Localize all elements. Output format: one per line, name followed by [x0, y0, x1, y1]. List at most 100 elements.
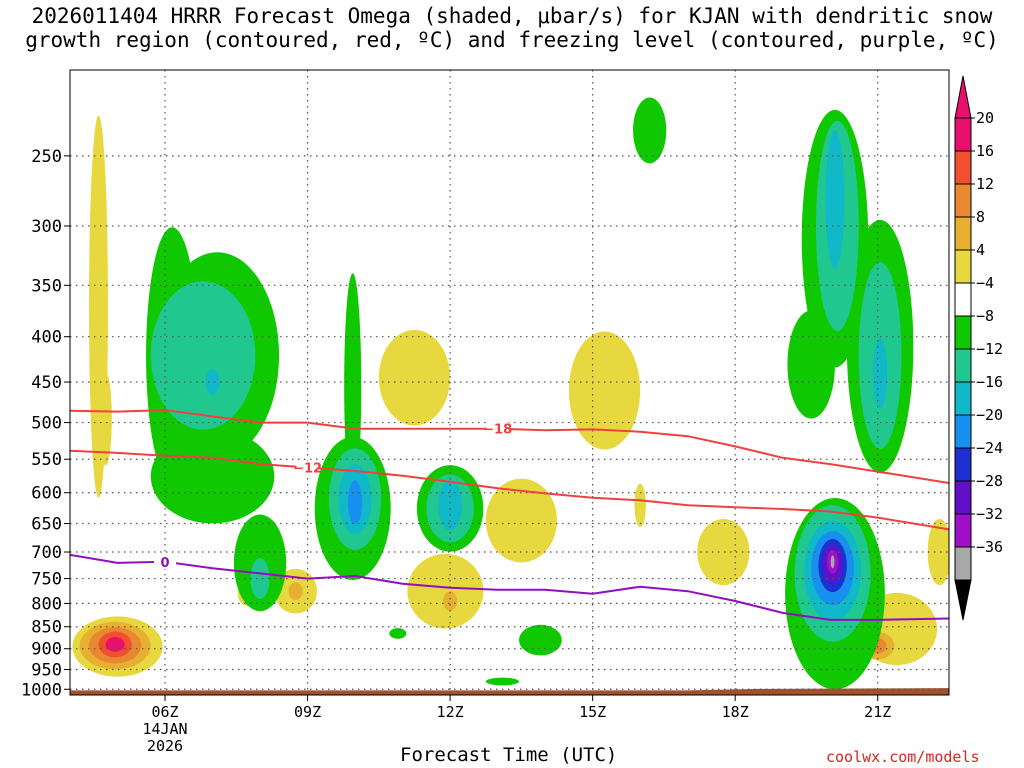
colorbar: 20 16 12 8 4 −4 −8 −12 −16 −20 −24 −28 −32 −36: [954, 75, 1003, 621]
colorbar-label-11: −28: [976, 472, 1003, 490]
xtick-label-18Z: 18Z: [722, 703, 749, 721]
omega-cell-41: [787, 310, 835, 419]
ytick-label-600: 600: [31, 484, 62, 504]
ytick-label-250: 250: [31, 147, 62, 167]
omega-cell-25: [150, 281, 256, 430]
colorbar-bottom-arrow: [954, 579, 972, 621]
ytick-label-450: 450: [31, 373, 62, 393]
omega-cell-10: [378, 329, 451, 426]
colorbar-swatch-9: [954, 414, 972, 449]
title-line-1: 2026011404 HRRR Forecast Omega (shaded, …: [31, 4, 993, 28]
omega-cell-11: [407, 553, 484, 629]
temperature-contours: −18 −12 0: [70, 409, 949, 621]
ytick-label-350: 350: [31, 276, 62, 296]
colorbar-label-7: −12: [976, 340, 1003, 358]
omega-cell-18: [927, 518, 949, 586]
ytick-label-550: 550: [31, 450, 62, 470]
colorbar-label-3: 8: [976, 208, 985, 226]
date-label-year: 2026: [147, 737, 183, 755]
colorbar-label-4: 4: [976, 241, 985, 259]
credit-link[interactable]: coolwx.com/models: [826, 748, 980, 766]
omega-cell-13: [485, 478, 558, 563]
omega-cell-6: [99, 371, 112, 466]
ytick-label-650: 650: [31, 515, 62, 535]
ytick-label-400: 400: [31, 328, 62, 348]
colorbar-label-5: −4: [976, 274, 994, 292]
colorbar-label-8: −16: [976, 373, 1003, 391]
colorbar-swatch-6: [954, 315, 972, 350]
chart-title: 2026011404 HRRR Forecast Omega (shaded, …: [0, 4, 1024, 52]
omega-cell-35: [438, 480, 462, 531]
colorbar-swatch-8: [954, 381, 972, 416]
omega-cell-4: [105, 637, 125, 652]
x-axis-title: Forecast Time (UTC): [400, 744, 618, 766]
colorbar-swatch-13: [954, 546, 972, 581]
gridlines: [70, 70, 949, 695]
ground-fill: [70, 688, 949, 695]
contour-label-2: 0: [161, 556, 170, 571]
colorbar-label-0: 20: [976, 109, 994, 127]
omega-cell-26: [205, 369, 220, 395]
colorbar-swatch-2: [954, 183, 972, 218]
ytick-label-950: 950: [31, 661, 62, 681]
colorbar-swatch-0: [954, 117, 972, 152]
ground: [70, 688, 949, 695]
omega-cell-37: [519, 624, 562, 656]
colorbar-swatch-4: [954, 249, 972, 284]
contour-label-1: −12: [293, 462, 322, 477]
contour-label-bg-2: [154, 554, 177, 569]
colorbar-top-arrow: [954, 75, 972, 119]
colorbar-swatch-5: [954, 282, 972, 317]
omega-shading: [72, 97, 949, 690]
colorbar-label-13: −36: [976, 538, 1003, 556]
contour-label-bg-1: [296, 460, 319, 475]
xtick-label-09Z: 09Z: [294, 703, 321, 721]
colorbar-label-12: −32: [976, 505, 1003, 523]
omega-cell-46: [872, 338, 888, 409]
pressure-axis: 2503003504004505005506006507007508008509…: [21, 147, 70, 700]
colorbar-label-9: −20: [976, 406, 1003, 424]
omega-cell-9: [288, 582, 303, 601]
ytick-label-800: 800: [31, 594, 62, 614]
ytick-label-300: 300: [31, 217, 62, 237]
omega-cell-14: [568, 331, 641, 450]
xtick-label-12Z: 12Z: [437, 703, 464, 721]
xtick-label-21Z: 21Z: [864, 703, 891, 721]
colorbar-swatch-11: [954, 480, 972, 515]
contour-label-bg-0: [486, 421, 509, 436]
omega-cell-27: [250, 558, 270, 600]
colorbar-label-1: 16: [976, 142, 994, 160]
omega-cell-23: [150, 429, 275, 524]
omega-cell-36: [633, 97, 667, 164]
colorbar-swatch-12: [954, 513, 972, 548]
colorbar-label-2: 12: [976, 175, 994, 193]
xtick-label-06Z: 06Z: [151, 703, 178, 721]
colorbar-swatch-10: [954, 447, 972, 482]
colorbar-swatch-7: [954, 348, 972, 383]
omega-cell-32: [347, 480, 363, 525]
ytick-label-700: 700: [31, 543, 62, 563]
xtick-label-15Z: 15Z: [579, 703, 606, 721]
colorbar-label-10: −24: [976, 439, 1003, 457]
omega-cell-15: [634, 483, 646, 528]
ytick-label-1000: 1000: [21, 680, 62, 700]
colorbar-swatch-3: [954, 216, 972, 251]
ytick-label-750: 750: [31, 570, 62, 590]
title-line-2: growth region (contoured, red, ºC) and f…: [25, 28, 999, 52]
colorbar-label-6: −8: [976, 307, 994, 325]
omega-cell-12: [442, 591, 458, 611]
colorbar-swatch-1: [954, 150, 972, 185]
omega-cell-16: [697, 518, 750, 586]
omega-cell-38: [389, 628, 407, 639]
contour-line-2: [70, 553, 949, 621]
date-label-day: 14JAN: [142, 720, 187, 738]
ytick-label-850: 850: [31, 618, 62, 638]
ytick-label-500: 500: [31, 414, 62, 434]
ytick-label-900: 900: [31, 640, 62, 660]
omega-cell-54: [830, 555, 835, 569]
omega-cell-45: [825, 130, 845, 269]
omega-cell-39: [485, 677, 520, 686]
contour-line-1: [70, 449, 949, 531]
